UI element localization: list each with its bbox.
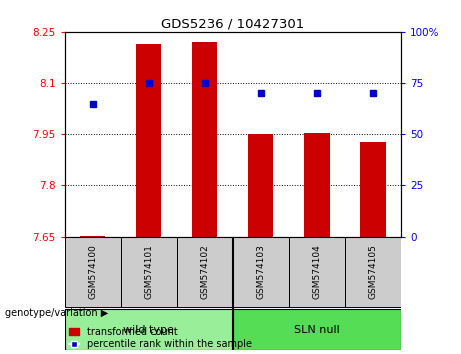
Bar	[233, 237, 289, 307]
Text: GSM574103: GSM574103	[256, 245, 266, 299]
Bar	[121, 237, 177, 307]
Bar	[65, 309, 233, 350]
Bar	[192, 42, 218, 237]
Text: genotype/variation ▶: genotype/variation ▶	[5, 308, 108, 318]
Text: wild type: wild type	[123, 325, 174, 335]
Text: GSM574104: GSM574104	[313, 245, 321, 299]
Text: GSM574102: GSM574102	[200, 245, 209, 299]
Bar	[345, 237, 401, 307]
Bar	[177, 237, 233, 307]
Text: GSM574101: GSM574101	[144, 245, 153, 299]
Text: SLN null: SLN null	[294, 325, 340, 335]
Legend: transformed count, percentile rank within the sample: transformed count, percentile rank withi…	[70, 327, 252, 349]
Bar	[65, 237, 121, 307]
Text: GSM574105: GSM574105	[368, 245, 378, 299]
Bar	[248, 134, 273, 237]
Bar	[233, 309, 401, 350]
Bar	[361, 142, 386, 237]
Bar	[289, 237, 345, 307]
Title: GDS5236 / 10427301: GDS5236 / 10427301	[161, 18, 304, 31]
Bar	[136, 44, 161, 237]
Text: GSM574100: GSM574100	[88, 245, 97, 299]
Bar	[304, 132, 330, 237]
